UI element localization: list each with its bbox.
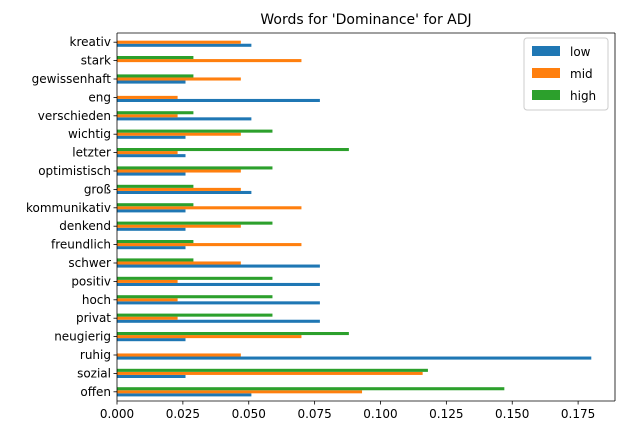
y-tick-label-11: groß [84,182,112,196]
bar-high-1 [117,368,428,372]
y-tick-label-10: kommunikativ [26,201,111,215]
bar-mid-18 [117,59,302,63]
bar-high-10 [117,203,194,207]
bar-mid-9 [117,224,241,228]
y-tick-label-17: gewissenhaft [32,72,112,86]
bar-mid-5 [117,298,178,302]
y-tick-label-6: positiv [71,274,111,288]
bar-high-11 [117,184,194,188]
bar-high-12 [117,166,273,170]
bar-low-3 [117,338,186,342]
x-tick-label-2: 0.050 [232,407,266,421]
legend-swatch-high [532,90,560,100]
bar-high-9 [117,221,273,225]
bar-mid-8 [117,243,302,247]
bar-mid-3 [117,335,302,339]
bar-low-17 [117,80,186,84]
bar-low-16 [117,98,320,102]
legend-swatch-mid [532,68,560,78]
bar-low-0 [117,393,252,397]
y-tick-label-18: stark [81,54,111,68]
bar-low-5 [117,301,320,305]
bar-high-14 [117,129,273,133]
x-axis: 0.000 0.025 0.050 0.075 0.100 0.125 0.150 0.175 [100,400,615,421]
bar-high-4 [117,313,273,317]
y-tick-label-7: schwer [68,256,111,270]
bar-mid-17 [117,77,241,81]
bar-high-13 [117,148,349,152]
x-tick-label-6: 0.150 [495,407,529,421]
chart-title: Words for 'Dominance' for ADJ [260,12,471,28]
bar-low-12 [117,172,186,176]
bar-mid-16 [117,95,178,99]
bar-high-8 [117,240,194,244]
y-tick-label-19: kreativ [70,35,112,49]
bar-low-13 [117,154,186,158]
bar-low-4 [117,319,320,323]
bar-high-17 [117,74,194,78]
legend-label-low: low [570,45,591,59]
y-axis: offen sozial ruhig neugierig privat hoch posit… [26,33,118,401]
bar-mid-13 [117,151,178,155]
bar-mid-0 [117,390,363,394]
bar-mid-4 [117,316,178,320]
bar-low-14 [117,135,186,139]
x-tick-label-0: 0.000 [100,407,134,421]
bar-mid-19 [117,40,241,44]
bar-high-18 [117,56,194,60]
y-tick-label-12: optimistisch [38,164,111,178]
bar-low-11 [117,190,252,194]
bar-low-15 [117,117,252,121]
bar-mid-6 [117,279,178,283]
bar-mid-10 [117,206,302,210]
plot-area [117,32,616,401]
bar-mid-1 [117,371,423,375]
x-tick-label-4: 0.100 [363,407,397,421]
y-tick-label-15: verschieden [38,109,111,123]
y-tick-label-13: letzter [72,146,111,160]
y-tick-label-14: wichtig [68,127,111,141]
y-tick-label-0: offen [80,385,111,399]
x-tick-label-5: 0.125 [429,407,463,421]
bar-low-1 [117,374,186,378]
bar-low-2 [117,356,592,360]
bar-mid-14 [117,132,241,136]
bar-mid-12 [117,169,241,173]
x-tick-label-7: 0.175 [561,407,595,421]
bar-high-0 [117,387,505,391]
y-tick-label-8: freundlich [51,238,111,252]
x-tick-label-3: 0.075 [297,407,331,421]
bar-low-10 [117,209,186,213]
bar-low-6 [117,282,320,286]
legend-swatch-low [532,46,560,56]
bar-low-9 [117,227,186,231]
bar-high-6 [117,276,273,280]
bar-low-19 [117,43,252,47]
y-tick-label-2: ruhig [80,348,111,362]
bar-high-7 [117,258,194,262]
bar-high-3 [117,332,349,336]
bar-high-5 [117,295,273,299]
bar-mid-15 [117,114,178,118]
y-tick-label-5: hoch [82,293,111,307]
bar-mid-7 [117,261,241,265]
y-tick-label-16: eng [88,90,111,104]
legend: low mid high [523,37,609,111]
bar-mid-2 [117,353,241,357]
bar-high-15 [117,111,194,115]
bar-mid-11 [117,187,241,191]
y-tick-label-1: sozial [77,366,111,380]
y-tick-label-9: denkend [59,219,111,233]
legend-label-mid: mid [570,67,593,81]
bar-low-7 [117,264,320,268]
legend-label-high: high [570,89,596,103]
y-tick-label-4: privat [76,311,111,325]
bar-low-8 [117,246,186,250]
y-tick-label-3: neugierig [54,330,111,344]
x-tick-label-1: 0.025 [166,407,200,421]
